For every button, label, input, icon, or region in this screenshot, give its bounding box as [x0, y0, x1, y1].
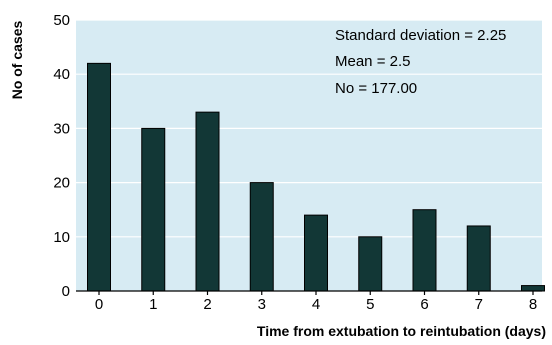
bar-day-1: [141, 127, 166, 292]
x-tick-label: 1: [149, 296, 157, 313]
x-tick-label: 2: [203, 296, 211, 313]
bar-day-0: [87, 62, 111, 292]
y-tick-label: 20: [53, 175, 70, 192]
y-tick-label: 30: [53, 120, 70, 137]
y-tick-labels: 0 10 20 30 40 50: [53, 12, 70, 300]
annotation-standard-deviation: Standard deviation = 2.25: [335, 27, 506, 44]
bar-day-2: [195, 111, 220, 292]
x-tick-label: 6: [420, 296, 428, 313]
bar-day-5: [358, 236, 383, 292]
annotation-mean: Mean = 2.5: [335, 53, 410, 70]
x-axis-title: Time from extubation to reintubation (da…: [257, 323, 546, 339]
x-tick-labels: 0 1 2 3 4 5 6 7 8: [95, 291, 537, 313]
y-axis-title: No of cases: [9, 20, 25, 99]
x-tick-label: 7: [475, 296, 483, 313]
y-tick-label: 10: [53, 229, 70, 246]
x-tick-label: 5: [366, 296, 374, 313]
bar-day-3: [249, 182, 274, 292]
x-tick-label: 4: [312, 296, 320, 313]
bar-day-8: [521, 285, 545, 292]
y-tick-label: 0: [62, 283, 70, 300]
bar-day-7: [466, 225, 491, 292]
y-tick-label: 50: [53, 12, 70, 29]
y-tick-label: 40: [53, 66, 70, 83]
x-tick-label: 0: [95, 296, 103, 313]
bar-day-4: [304, 214, 328, 292]
x-tick-label: 8: [529, 296, 537, 313]
bar-day-6: [412, 209, 437, 292]
x-tick-label: 3: [258, 296, 266, 313]
annotation-count: No = 177.00: [335, 80, 417, 97]
